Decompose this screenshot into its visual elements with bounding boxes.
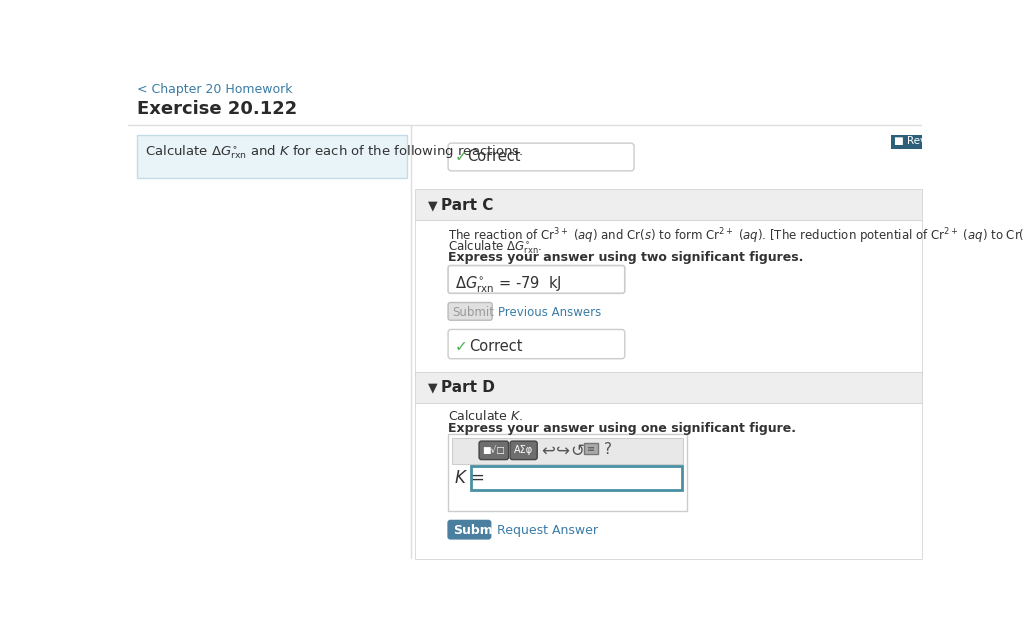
Text: ✓: ✓ (455, 149, 468, 165)
Text: Correct: Correct (467, 149, 521, 165)
FancyBboxPatch shape (128, 75, 922, 559)
Text: $K$ =: $K$ = (454, 469, 483, 487)
Text: Calculate $\Delta G^{\circ}_{\mathrm{rxn}}$.: Calculate $\Delta G^{\circ}_{\mathrm{rxn… (449, 239, 542, 256)
FancyBboxPatch shape (479, 441, 509, 460)
Text: Submit: Submit (453, 524, 503, 536)
Text: Calculate $K$.: Calculate $K$. (449, 409, 523, 423)
FancyBboxPatch shape (449, 303, 493, 320)
Text: Express your answer using one significant figure.: Express your answer using one significan… (449, 422, 796, 435)
Text: ▼: ▼ (428, 381, 437, 394)
Text: Correct: Correct (469, 338, 522, 354)
FancyBboxPatch shape (449, 266, 625, 293)
Text: Previous Answers: Previous Answers (498, 306, 601, 320)
FancyBboxPatch shape (415, 403, 922, 559)
Text: The reaction of Cr$^{3+}$ $(aq)$ and Cr$(s)$ to form Cr$^{2+}$ $(aq)$. [The redu: The reaction of Cr$^{3+}$ $(aq)$ and Cr$… (449, 226, 1024, 246)
Text: Exercise 20.122: Exercise 20.122 (137, 100, 298, 118)
FancyBboxPatch shape (891, 136, 922, 149)
Text: AΣφ: AΣφ (514, 445, 532, 455)
Text: ↺: ↺ (569, 442, 584, 460)
FancyBboxPatch shape (415, 189, 922, 220)
FancyBboxPatch shape (449, 143, 634, 171)
Text: Part C: Part C (441, 198, 494, 213)
Text: ■√□: ■√□ (482, 446, 505, 455)
Text: Calculate $\Delta G^{\circ}_{\mathrm{rxn}}$ and $K$ for each of the following re: Calculate $\Delta G^{\circ}_{\mathrm{rxn… (145, 144, 523, 161)
FancyBboxPatch shape (449, 330, 625, 359)
Text: Part D: Part D (441, 381, 495, 395)
Text: Express your answer using two significant figures.: Express your answer using two significan… (449, 251, 804, 264)
Text: ✓: ✓ (455, 338, 468, 354)
FancyBboxPatch shape (449, 521, 490, 539)
FancyBboxPatch shape (452, 438, 683, 464)
Text: ■ Revie: ■ Revie (894, 136, 935, 146)
Text: ?: ? (604, 442, 612, 457)
FancyBboxPatch shape (510, 441, 538, 460)
Text: < Chapter 20 Homework: < Chapter 20 Homework (137, 83, 293, 96)
FancyBboxPatch shape (585, 443, 598, 454)
Text: ▼: ▼ (428, 199, 437, 212)
Text: Submit: Submit (452, 306, 494, 320)
Text: ↩: ↩ (541, 442, 555, 460)
FancyBboxPatch shape (137, 136, 407, 178)
Text: Request Answer: Request Answer (497, 524, 598, 538)
FancyBboxPatch shape (471, 466, 682, 490)
Text: ≡: ≡ (588, 444, 596, 454)
Text: ↪: ↪ (556, 442, 569, 460)
FancyBboxPatch shape (449, 434, 687, 511)
FancyBboxPatch shape (415, 372, 922, 403)
FancyBboxPatch shape (128, 75, 922, 127)
Text: $\Delta G^{\circ}_{\mathrm{rxn}}$ = -79  kJ: $\Delta G^{\circ}_{\mathrm{rxn}}$ = -79 … (455, 274, 562, 295)
FancyBboxPatch shape (415, 220, 922, 374)
